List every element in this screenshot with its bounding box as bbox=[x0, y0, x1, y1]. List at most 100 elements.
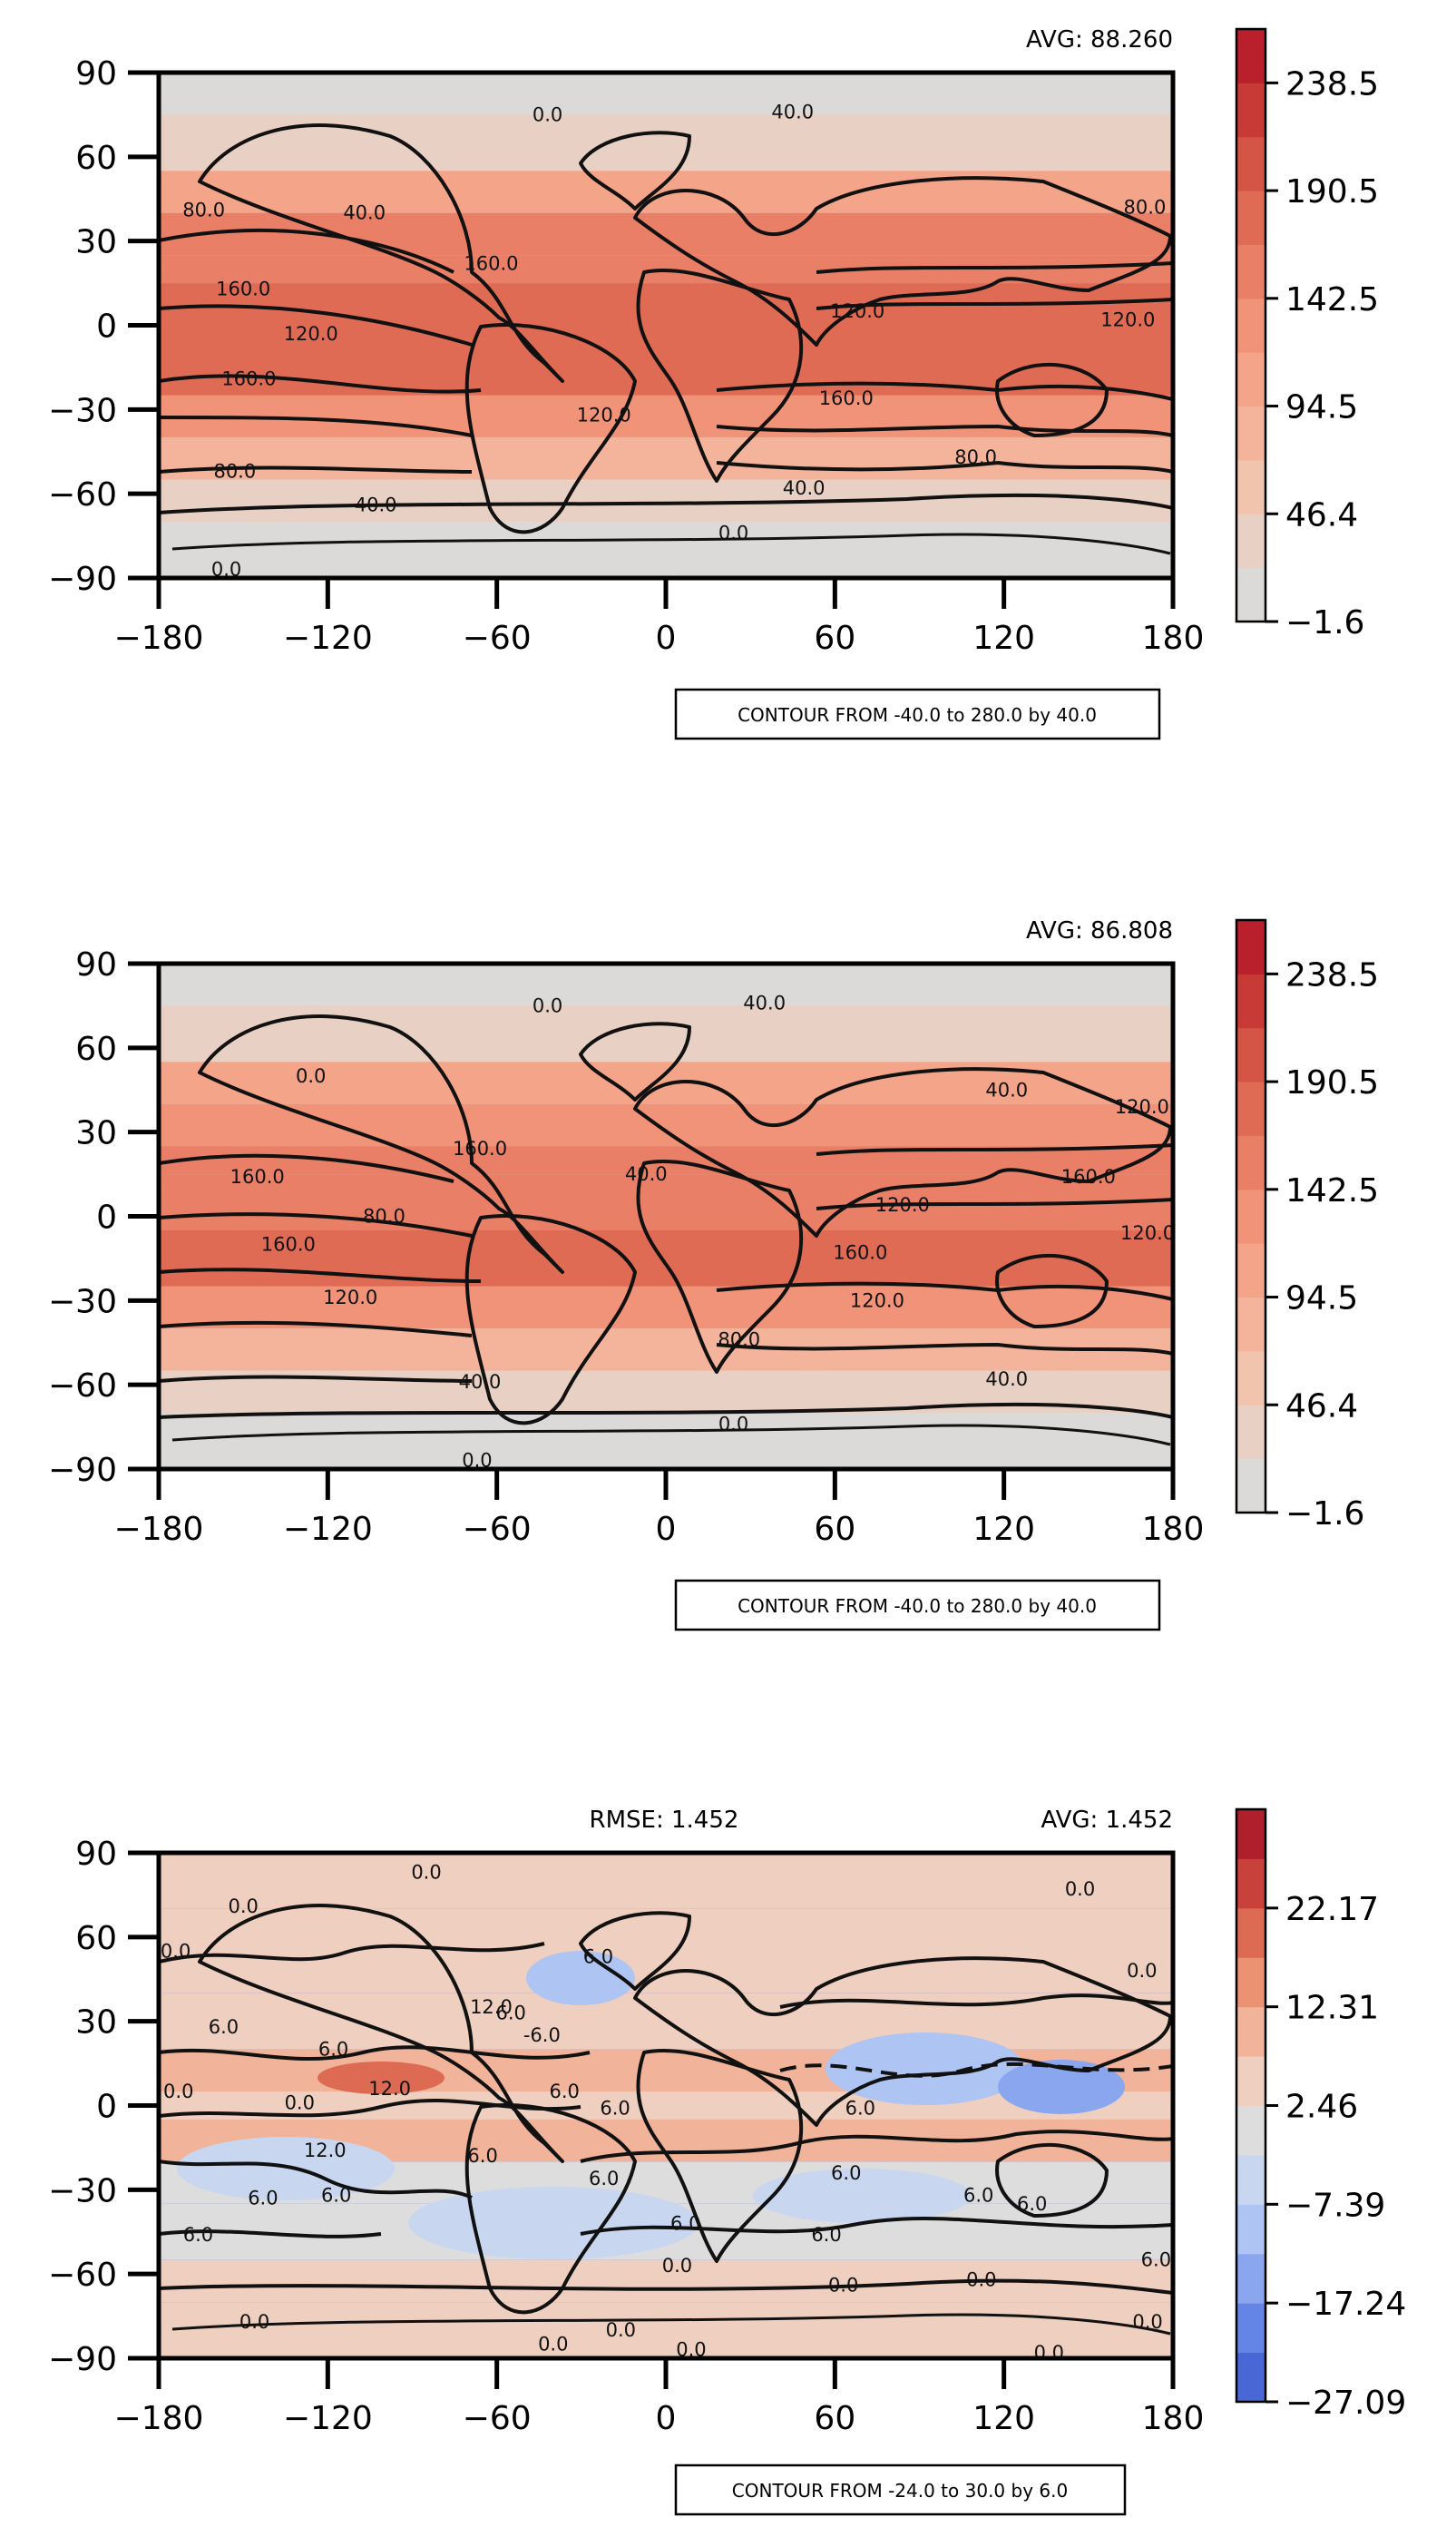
colorbar-segment bbox=[1236, 2352, 1265, 2403]
contour-label: 80.0 bbox=[182, 200, 225, 221]
contour-label: 160.0 bbox=[1061, 1166, 1116, 1188]
contour-label: 40.0 bbox=[625, 1163, 668, 1185]
colorbar-tick-label: 238.5 bbox=[1285, 65, 1379, 103]
x-tick-label: −120 bbox=[283, 1511, 373, 1548]
field-band bbox=[159, 1908, 1173, 1993]
y-tick-label: 90 bbox=[75, 946, 117, 984]
contour-label: 0.0 bbox=[163, 2081, 193, 2102]
contour-note-text: CONTOUR FROM -40.0 to 280.0 by 40.0 bbox=[738, 704, 1097, 726]
field-band bbox=[159, 1229, 1173, 1287]
y-tick-label: 0 bbox=[96, 2089, 117, 2126]
y-tick-label: −90 bbox=[48, 561, 117, 598]
contour-label: 0.0 bbox=[538, 2334, 568, 2356]
contour-note-text: CONTOUR FROM -24.0 to 30.0 by 6.0 bbox=[732, 2480, 1068, 2502]
field-band bbox=[159, 283, 1173, 339]
field-band bbox=[159, 1328, 1173, 1371]
contour-note-box bbox=[674, 2463, 1127, 2516]
contour-label: 0.0 bbox=[161, 1940, 191, 1962]
x-tick-label: 60 bbox=[814, 2400, 855, 2437]
y-tick-label: 30 bbox=[75, 224, 117, 261]
contour-label: 40.0 bbox=[459, 1371, 502, 1393]
y-tick-label: −60 bbox=[48, 476, 117, 514]
contour-label: 120.0 bbox=[1120, 1222, 1175, 1244]
y-tick-label: 90 bbox=[75, 1836, 117, 1873]
colorbar-segment bbox=[1236, 352, 1265, 407]
x-tick-label: −60 bbox=[463, 1511, 532, 1548]
y-tick-label: 60 bbox=[75, 140, 117, 177]
contour-label: 0.0 bbox=[285, 2091, 315, 2113]
contour-label: 0.0 bbox=[718, 522, 748, 544]
x-tick-label: 180 bbox=[1142, 2400, 1205, 2437]
x-tick-label: −60 bbox=[463, 2400, 532, 2437]
x-tick-label: 180 bbox=[1142, 620, 1205, 657]
colorbar-tick-label: −1.6 bbox=[1285, 1495, 1364, 1533]
panel-3: 0.00.00.00.00.06.06.06.0 -6.012.06.012.00… bbox=[48, 1807, 1406, 2516]
map-plot: 0.0 40.0 0.0 120.0 40.0 160.0 160.0 40.0 160.0 12… bbox=[159, 964, 1175, 1472]
colorbar-tick-label: 142.5 bbox=[1285, 281, 1379, 318]
contour-label: 0.0 bbox=[296, 1065, 326, 1087]
y-tick-label: −90 bbox=[48, 2341, 117, 2378]
x-tick-label: −180 bbox=[114, 2400, 204, 2437]
colorbar: 238.5 190.5 142.5 94.5 46.4 −1.6 bbox=[1235, 918, 1379, 1533]
contour-lines bbox=[159, 228, 1173, 514]
avg-label: AVG: 1.452 bbox=[1041, 1807, 1173, 1834]
contour-note-text: CONTOUR FROM -40.0 to 280.0 by 40.0 bbox=[738, 1595, 1097, 1617]
contour-label: 0.0 bbox=[662, 2255, 692, 2277]
colorbar-segment bbox=[1236, 406, 1265, 461]
contour-label: 40.0 bbox=[771, 101, 814, 122]
contour-label: 160.0 bbox=[221, 367, 276, 389]
field-band bbox=[159, 1413, 1173, 1469]
x-tick-label: 120 bbox=[972, 1511, 1035, 1548]
field-band bbox=[159, 2302, 1173, 2358]
continents bbox=[171, 1014, 1172, 1446]
avg-label: AVG: 88.260 bbox=[1026, 26, 1173, 54]
y-tick-label: 60 bbox=[75, 1031, 117, 1068]
contour-label: 6.0 bbox=[183, 2224, 213, 2246]
y-tick-label: −30 bbox=[48, 392, 117, 429]
y-tick-label: −30 bbox=[48, 2172, 117, 2209]
field-band bbox=[159, 114, 1173, 171]
continents bbox=[171, 123, 1172, 555]
contour-label: 80.0 bbox=[954, 446, 997, 468]
colorbar-segment bbox=[1236, 1458, 1265, 1513]
contour-label: 0.0 bbox=[966, 2268, 996, 2290]
contour-label: 120.0 bbox=[1100, 309, 1155, 330]
colorbar-segment bbox=[1236, 1957, 1265, 2008]
field-band bbox=[159, 964, 1173, 1006]
colorbar-segment bbox=[1236, 1189, 1265, 1244]
y-tick-label: −30 bbox=[48, 1283, 117, 1320]
colorbar-tick-label: 2.46 bbox=[1285, 2089, 1358, 2126]
contour-label: 80.0 bbox=[718, 1329, 760, 1351]
colorbar-segment bbox=[1236, 459, 1265, 514]
contour-label: 6.0 bbox=[549, 2081, 579, 2102]
colorbar-segment bbox=[1236, 567, 1265, 622]
colorbar-segment bbox=[1236, 1907, 1265, 1958]
contour-label: 160.0 bbox=[230, 1166, 285, 1188]
x-tick-label: −180 bbox=[114, 620, 204, 657]
colorbar-segment bbox=[1236, 298, 1265, 353]
field-band bbox=[159, 1005, 1173, 1063]
x-tick-label: 0 bbox=[656, 620, 677, 657]
contour-label: 120.0 bbox=[875, 1194, 930, 1216]
contour-note: CONTOUR FROM -40.0 to 280.0 by 40.0 bbox=[674, 688, 1161, 740]
contour-label: 40.0 bbox=[743, 992, 786, 1014]
contour-label: 0.0 bbox=[462, 1450, 492, 1472]
colorbar-segment bbox=[1236, 1027, 1265, 1082]
contour-label: 12.0 bbox=[304, 2140, 347, 2161]
y-tick-label: −90 bbox=[48, 1452, 117, 1489]
contour-label: 80.0 bbox=[363, 1206, 406, 1228]
contour-label: 6.0 bbox=[1141, 2249, 1171, 2271]
x-tick-label: −120 bbox=[283, 620, 373, 657]
contour-label: 120.0 bbox=[1115, 1096, 1169, 1118]
contour-label: 6.0 bbox=[963, 2185, 993, 2207]
contour-note-box bbox=[674, 688, 1161, 740]
contour-label: 0.0 bbox=[239, 2311, 269, 2333]
x-tick-label: −180 bbox=[114, 1511, 204, 1548]
contour-label: 0.0 bbox=[411, 1862, 441, 1884]
contour-label: 12.0 bbox=[368, 2078, 411, 2100]
colorbar-tick-label: 142.5 bbox=[1285, 1172, 1379, 1210]
contour-label: 0.0 bbox=[828, 2275, 858, 2297]
x-tick-label: 60 bbox=[814, 1511, 855, 1548]
field-band bbox=[159, 479, 1173, 523]
contour-label: 0.0 bbox=[1127, 1960, 1157, 1982]
